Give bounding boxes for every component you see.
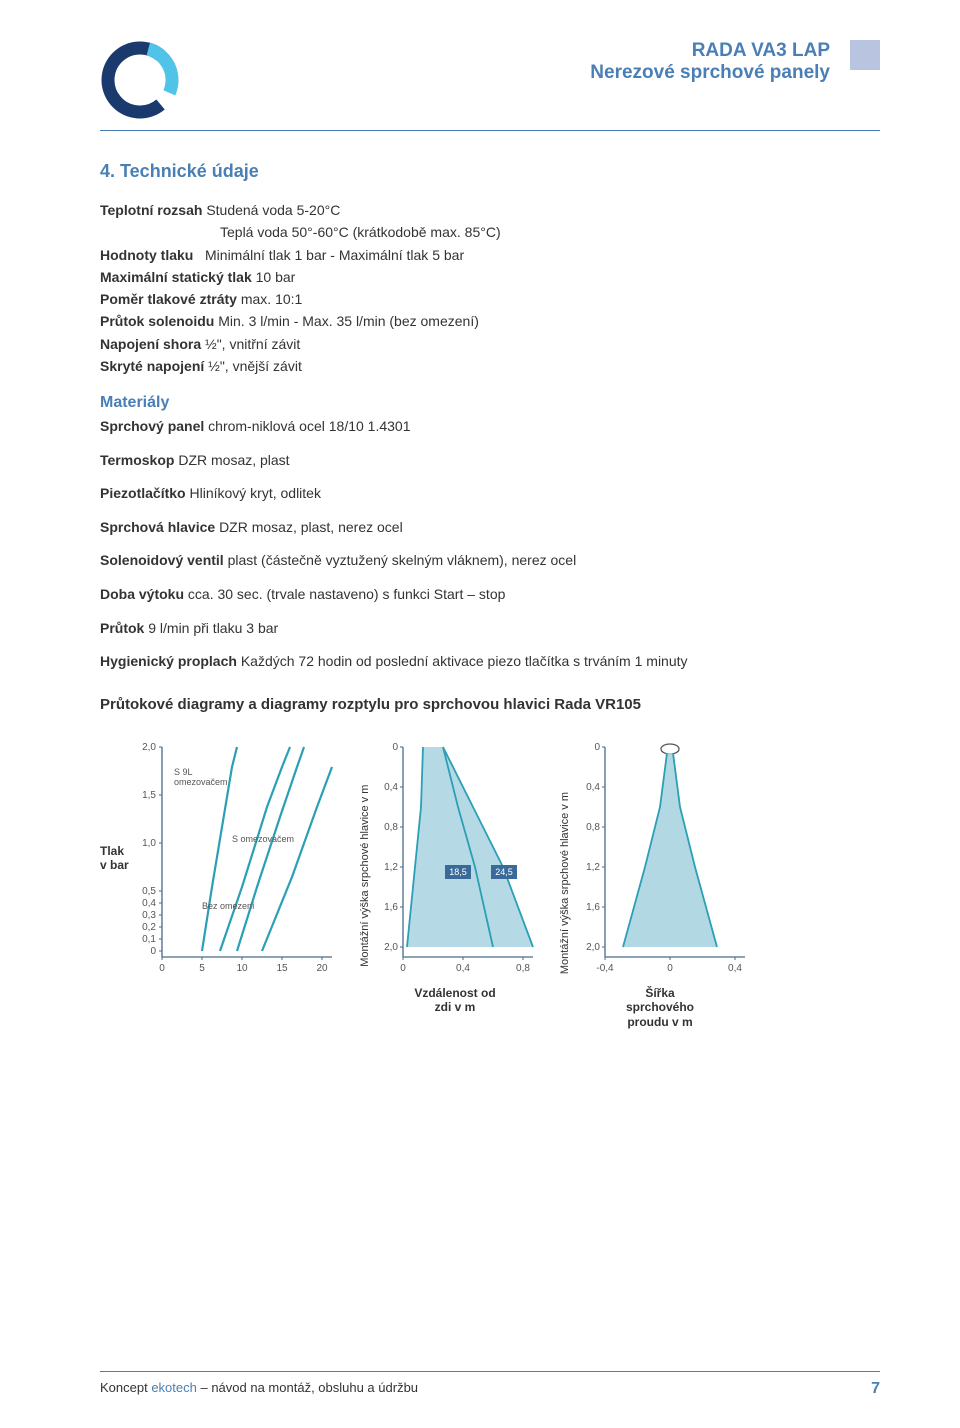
svg-text:S omezovačem: S omezovačem	[232, 834, 294, 844]
svg-text:S 9L: S 9L	[174, 767, 193, 777]
val-skryte: ½", vnější závit	[208, 358, 302, 374]
svg-text:0,4: 0,4	[728, 963, 742, 974]
chart1-svg: 2,01,51,00,50,40,30,20,1005101520S 9Lome…	[130, 737, 335, 977]
svg-text:0: 0	[400, 963, 406, 974]
footer-rest: – návod na montáž, obsluhu a údržbu	[197, 1380, 418, 1395]
chart2: Montážní výška srpchové hlavice v m 0 0,4…	[355, 737, 535, 1015]
svg-text:0,8: 0,8	[516, 963, 530, 974]
label-skryte: Skryté napojení	[100, 358, 204, 374]
val-hodnoty: Minimální tlak 1 bar - Maximální tlak 5 …	[205, 247, 464, 263]
val-solenoid: plast (částečně vyztužený skelným vlákne…	[228, 552, 577, 568]
svg-text:0,2: 0,2	[142, 922, 156, 933]
svg-text:5: 5	[199, 963, 205, 974]
chart3: Montážní výška srpchové hlavice v m 0 0,4…	[555, 737, 745, 1029]
svg-text:0,4: 0,4	[456, 963, 470, 974]
header-line1: RADA VA3 LAP	[180, 40, 830, 62]
label-maxstat: Maximální statický tlak	[100, 269, 252, 285]
val-hyg: Každých 72 hodin od poslední aktivace pi…	[241, 653, 688, 669]
page-number: 7	[871, 1380, 880, 1398]
svg-text:omezovačem: omezovačem	[174, 777, 228, 787]
diagrams-title: Průtokové diagramy a diagramy rozptylu p…	[100, 696, 880, 713]
header-title: RADA VA3 LAP Nerezové sprchové panely	[180, 40, 830, 84]
chart3-xlabel: Šířka sprchového proudu v m	[575, 986, 745, 1029]
val-prutok: 9 l/min při tlaku 3 bar	[148, 620, 278, 636]
svg-text:0: 0	[392, 742, 398, 753]
chart3-svg: 0 0,4 0,8 1,2 1,6 2,0 -0,4 0 0,4	[575, 737, 745, 977]
svg-text:2,0: 2,0	[142, 742, 156, 753]
label-prutok: Průtok	[100, 620, 144, 636]
svg-text:1,5: 1,5	[142, 790, 156, 801]
logo	[100, 40, 180, 120]
val-studena: Studená voda 5-20°C	[206, 202, 340, 218]
svg-text:0,3: 0,3	[142, 910, 156, 921]
label-napojeni: Napojení shora	[100, 336, 201, 352]
val-panel: chrom-niklová ocel 18/10 1.4301	[208, 418, 410, 434]
chart1: Tlak v bar 2,01,51,00,50,40,30,20,100510…	[100, 737, 335, 980]
footer-brand1: Koncept	[100, 1380, 151, 1395]
svg-text:0: 0	[594, 742, 600, 753]
header-rule	[100, 130, 880, 131]
svg-text:2,0: 2,0	[586, 942, 600, 953]
val-termoskop: DZR mosaz, plast	[178, 452, 289, 468]
svg-text:18,5: 18,5	[449, 867, 467, 877]
svg-text:10: 10	[236, 963, 248, 974]
svg-text:0: 0	[159, 963, 165, 974]
chart2-xlabel: Vzdálenost od zdi v m	[375, 986, 535, 1015]
svg-text:0,5: 0,5	[142, 886, 156, 897]
svg-text:0,4: 0,4	[586, 782, 600, 793]
label-doba: Doba výtoku	[100, 586, 184, 602]
svg-text:2,0: 2,0	[384, 942, 398, 953]
label-teplotni: Teplotní rozsah	[100, 202, 202, 218]
section-title: 4. Technické údaje	[100, 161, 880, 182]
val-doba: cca. 30 sec. (trvale nastaveno) s funkci…	[188, 586, 505, 602]
svg-text:1,6: 1,6	[586, 902, 600, 913]
chart1-ylabel: Tlak v bar	[100, 737, 130, 980]
svg-text:0,1: 0,1	[142, 934, 156, 945]
chart2-ylabel: Montážní výška srpchové hlavice v m	[355, 737, 375, 1015]
label-pomer: Poměr tlakové ztráty	[100, 291, 237, 307]
val-maxstat: 10 bar	[256, 269, 296, 285]
svg-text:Bez omezení: Bez omezení	[202, 901, 255, 911]
materials-heading: Materiály	[100, 394, 880, 412]
label-piezo: Piezotlačítko	[100, 485, 186, 501]
specs-block: Teplotní rozsah Studená voda 5-20°C Tepl…	[100, 200, 880, 376]
svg-text:15: 15	[276, 963, 288, 974]
label-hlavice: Sprchová hlavice	[100, 519, 215, 535]
label-hyg: Hygienický proplach	[100, 653, 237, 669]
label-termoskop: Termoskop	[100, 452, 174, 468]
page-footer: Koncept ekotech – návod na montáž, obslu…	[100, 1371, 880, 1398]
label-panel: Sprchový panel	[100, 418, 204, 434]
svg-text:20: 20	[316, 963, 328, 974]
svg-text:-0,4: -0,4	[596, 963, 614, 974]
svg-text:0: 0	[150, 946, 156, 957]
svg-text:0: 0	[667, 963, 673, 974]
charts-row: Tlak v bar 2,01,51,00,50,40,30,20,100510…	[100, 737, 880, 1029]
svg-text:0,8: 0,8	[384, 822, 398, 833]
svg-text:0,4: 0,4	[142, 898, 156, 909]
svg-text:1,2: 1,2	[586, 862, 600, 873]
label-hodnoty: Hodnoty tlaku	[100, 247, 193, 263]
label-prutoksol: Průtok solenoidu	[100, 313, 214, 329]
val-tepla: Teplá voda 50°-60°C (krátkodobě max. 85°…	[100, 222, 880, 242]
footer-text: Koncept ekotech – návod na montáž, obslu…	[100, 1380, 418, 1398]
chart3-ylabel: Montážní výška srpchové hlavice v m	[555, 737, 575, 1029]
svg-text:1,6: 1,6	[384, 902, 398, 913]
footer-brand2: ekotech	[151, 1380, 197, 1395]
svg-text:24,5: 24,5	[495, 867, 513, 877]
svg-text:0,8: 0,8	[586, 822, 600, 833]
header-square-decoration	[850, 40, 880, 70]
svg-text:0,4: 0,4	[384, 782, 398, 793]
header-line2: Nerezové sprchové panely	[180, 62, 830, 84]
chart2-svg: 00,40,81,21,62,000,40,818,524,5	[375, 737, 535, 977]
label-solenoid: Solenoidový ventil	[100, 552, 224, 568]
svg-text:1,0: 1,0	[142, 838, 156, 849]
val-piezo: Hliníkový kryt, odlitek	[189, 485, 320, 501]
val-hlavice: DZR mosaz, plast, nerez ocel	[219, 519, 403, 535]
svg-text:1,2: 1,2	[384, 862, 398, 873]
val-pomer: max. 10:1	[241, 291, 302, 307]
val-prutoksol: Min. 3 l/min - Max. 35 l/min (bez omezen…	[218, 313, 479, 329]
page-header: RADA VA3 LAP Nerezové sprchové panely	[100, 40, 880, 120]
val-napojeni: ½", vnitřní závit	[205, 336, 300, 352]
